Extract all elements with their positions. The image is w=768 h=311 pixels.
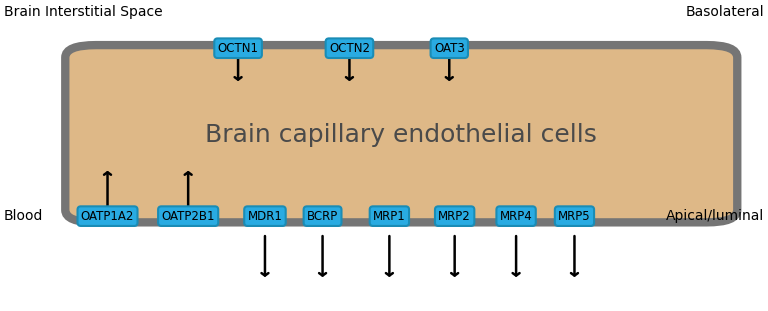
Text: MRP4: MRP4: [500, 210, 532, 223]
Text: MRP5: MRP5: [558, 210, 591, 223]
Text: OAT3: OAT3: [434, 42, 465, 55]
Text: Brain Interstitial Space: Brain Interstitial Space: [4, 5, 163, 19]
Text: OATP2B1: OATP2B1: [161, 210, 215, 223]
Text: Basolateral: Basolateral: [686, 5, 764, 19]
Text: BCRP: BCRP: [307, 210, 338, 223]
FancyBboxPatch shape: [65, 45, 737, 222]
Text: Brain capillary endothelial cells: Brain capillary endothelial cells: [205, 123, 597, 147]
Text: OCTN1: OCTN1: [217, 42, 259, 55]
Text: Blood: Blood: [4, 209, 43, 223]
Text: OATP1A2: OATP1A2: [81, 210, 134, 223]
Text: OCTN2: OCTN2: [329, 42, 370, 55]
Text: Apical/luminal: Apical/luminal: [666, 209, 764, 223]
Text: MRP2: MRP2: [439, 210, 471, 223]
Text: MRP1: MRP1: [373, 210, 406, 223]
Text: MDR1: MDR1: [247, 210, 283, 223]
